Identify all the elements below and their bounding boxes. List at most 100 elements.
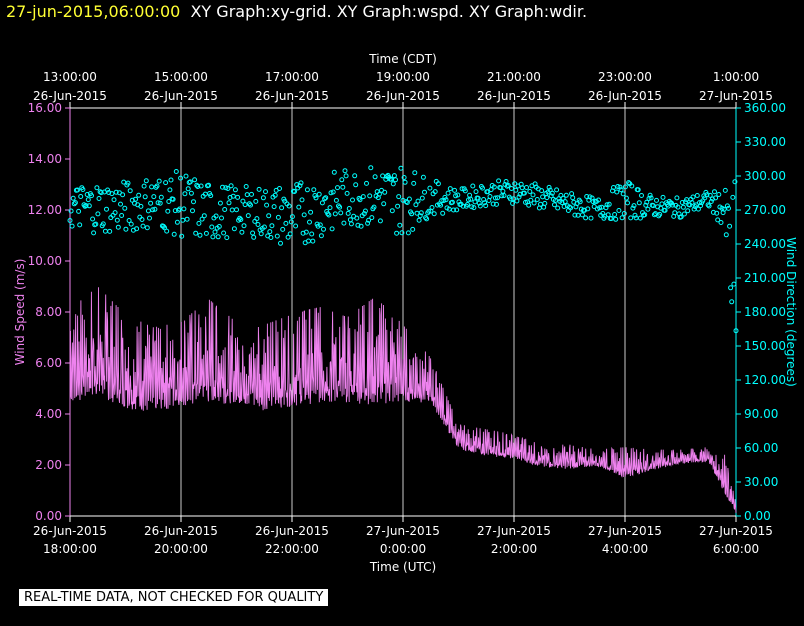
wdir-point xyxy=(237,215,243,221)
wdir-point xyxy=(277,186,282,191)
wdir-point xyxy=(209,224,215,230)
wdir-point xyxy=(335,185,340,191)
bottom-tick-date: 26-Jun-2015 xyxy=(144,524,218,538)
wdir-point xyxy=(251,234,257,240)
wdir-point xyxy=(323,195,329,201)
wdir-point xyxy=(354,215,360,221)
wdir-point xyxy=(228,183,234,189)
wdir-point xyxy=(615,184,621,189)
wdir-point xyxy=(93,221,99,227)
wdir-point xyxy=(355,222,361,228)
wdir-point xyxy=(449,199,455,205)
wdir-point xyxy=(447,186,453,192)
wdir-point xyxy=(521,190,527,196)
top-tick-time: 1:00:00 xyxy=(713,70,759,84)
wdir-point xyxy=(255,222,261,227)
wdir-point xyxy=(77,222,83,228)
wdir-point xyxy=(422,189,427,195)
left-axis-label: Wind Speed (m/s) xyxy=(13,259,27,366)
wdir-point xyxy=(143,178,149,184)
wdir-point xyxy=(420,174,426,180)
wdir-point xyxy=(689,200,695,205)
wdir-point xyxy=(331,169,337,175)
wdir-point xyxy=(91,230,97,236)
wdir-point xyxy=(611,185,616,190)
wdir-point xyxy=(188,190,194,196)
wdir-point xyxy=(100,221,106,227)
wdir-point xyxy=(467,192,473,198)
wdir-point xyxy=(339,177,345,183)
wdir-point xyxy=(584,194,590,199)
wdir-point xyxy=(713,195,719,201)
wdir-point xyxy=(724,203,730,209)
wdir-point xyxy=(142,194,148,200)
wdir-point xyxy=(396,194,402,200)
wdir-point xyxy=(266,213,272,219)
wdir-point xyxy=(698,203,704,209)
wdir-point xyxy=(201,213,207,219)
wdir-point xyxy=(149,184,155,190)
wdir-point xyxy=(232,187,238,193)
wdir-point xyxy=(289,214,295,220)
wdir-point xyxy=(125,180,131,186)
wdir-point xyxy=(148,200,154,206)
right-tick-label: 180.00 xyxy=(744,305,786,319)
right-tick-label: 210.00 xyxy=(744,271,786,285)
wdir-point xyxy=(382,189,388,195)
wdir-point xyxy=(438,202,444,208)
wdir-point xyxy=(313,195,319,201)
wdir-point xyxy=(614,189,620,195)
wdir-point xyxy=(639,193,644,198)
wdir-point xyxy=(733,328,739,334)
wdir-point xyxy=(230,193,236,199)
wdir-point xyxy=(312,193,318,198)
wdir-point xyxy=(249,191,254,197)
wdir-point xyxy=(399,230,405,236)
wdir-point xyxy=(114,217,120,223)
wdir-point xyxy=(491,184,497,190)
wdir-point xyxy=(569,191,575,197)
wdir-point xyxy=(199,216,205,222)
wdir-point xyxy=(344,190,350,196)
wdir-point xyxy=(210,234,216,240)
wdir-point xyxy=(562,199,568,205)
wdir-point xyxy=(718,220,724,225)
wdir-point xyxy=(345,210,351,216)
wdir-point xyxy=(216,224,222,229)
wdir-point xyxy=(567,204,572,210)
wdir-point xyxy=(603,205,609,211)
wdir-point xyxy=(368,165,374,171)
wdir-point xyxy=(90,216,96,222)
wdir-point xyxy=(337,204,343,210)
top-axis-label: Time (CDT) xyxy=(368,52,437,66)
wdir-point xyxy=(651,212,657,218)
wdir-point xyxy=(620,191,626,197)
wdir-point xyxy=(729,299,735,305)
wdir-point xyxy=(127,188,133,194)
wdir-point xyxy=(167,187,173,193)
wdir-point xyxy=(250,230,256,236)
wdir-point xyxy=(138,203,144,209)
wdir-point xyxy=(203,230,209,236)
bottom-tick-time: 0:00:00 xyxy=(380,542,426,556)
wdir-point xyxy=(360,194,366,200)
wdir-point xyxy=(418,210,424,216)
wdir-point xyxy=(629,183,635,189)
wdir-point xyxy=(605,212,611,218)
wdir-point xyxy=(71,201,77,207)
wdir-point xyxy=(470,183,476,189)
wdir-point xyxy=(268,235,274,240)
wdir-point xyxy=(208,193,214,199)
bottom-tick-time: 4:00:00 xyxy=(602,542,648,556)
wdir-point xyxy=(650,203,656,209)
wdir-point xyxy=(147,215,152,221)
wdir-point xyxy=(168,177,174,183)
bottom-tick-date: 27-Jun-2015 xyxy=(366,524,440,538)
wdir-point xyxy=(115,224,121,230)
top-tick-time: 15:00:00 xyxy=(154,70,208,84)
wdir-point xyxy=(441,198,447,203)
wdir-point xyxy=(303,229,309,235)
wdir-point xyxy=(72,200,78,206)
wdir-point xyxy=(234,207,239,213)
wdir-point xyxy=(622,184,628,190)
